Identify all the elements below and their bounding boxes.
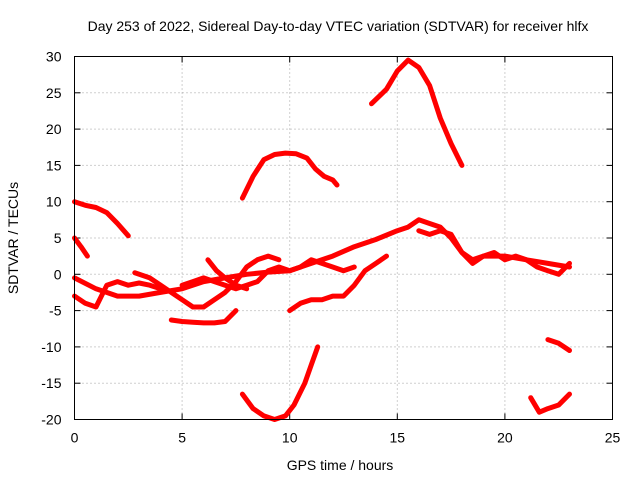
- y-tick-label: 30: [46, 49, 62, 65]
- series-arc-lower-mid: [287, 253, 389, 314]
- series-arc-bottom: [239, 344, 321, 422]
- series-arc-mid-upper: [239, 150, 340, 201]
- chart-title: Day 253 of 2022, Sidereal Day-to-day VTE…: [88, 18, 589, 34]
- y-tick-label: 25: [46, 85, 62, 101]
- y-tick-label: -5: [49, 303, 62, 319]
- series-arc-mid-b: [179, 257, 357, 292]
- grid: [74, 56, 613, 420]
- plot-frame: [74, 56, 613, 420]
- series-arc-mid-a: [132, 253, 282, 310]
- series-arc-right-short: [545, 337, 572, 353]
- series-group: [72, 57, 572, 422]
- y-tick-label: 20: [46, 121, 62, 137]
- x-tick-label: 5: [178, 430, 186, 446]
- y-tick-label: -10: [41, 339, 61, 355]
- y-tick-label: -15: [41, 375, 61, 391]
- series-arc-left-bottom: [72, 279, 164, 310]
- x-tick-label: 25: [605, 430, 621, 446]
- series-arc-lower-left: [168, 308, 239, 326]
- series-arc-left-top: [72, 199, 131, 239]
- y-axis-label: SDTVAR / TECUs: [5, 182, 21, 294]
- y-tick-label: 15: [46, 157, 62, 173]
- y-tick-label: 5: [54, 230, 62, 246]
- series-arc-mid-c: [205, 257, 250, 292]
- series-arc-left-short: [72, 235, 90, 259]
- x-tick-label: 10: [282, 430, 298, 446]
- x-tick-label: 0: [71, 430, 79, 446]
- y-tick-label: -20: [41, 412, 61, 428]
- series-arc-top-right: [369, 57, 465, 168]
- series-arc-right-bottom: [528, 391, 572, 415]
- tick-labels: 0 5 10 15 20 25 -20 -15 -10 -5 0 5 10 15 20 25 30: [41, 49, 620, 446]
- x-tick-label: 15: [390, 430, 406, 446]
- y-tick-label: 10: [46, 194, 62, 210]
- y-tick-label: 0: [54, 266, 62, 282]
- series-arc-right-tail: [416, 228, 572, 277]
- x-axis-label: GPS time / hours: [287, 457, 394, 473]
- x-tick-label: 20: [497, 430, 513, 446]
